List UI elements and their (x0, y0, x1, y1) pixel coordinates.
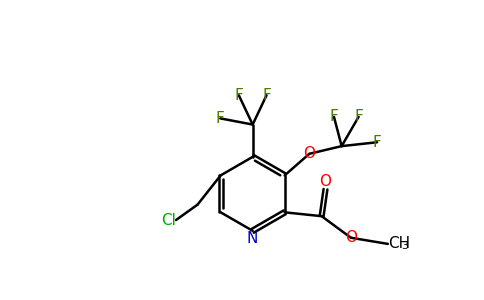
Text: F: F (262, 88, 271, 103)
Text: F: F (330, 109, 338, 124)
Text: F: F (354, 109, 363, 124)
Text: Cl: Cl (161, 212, 176, 227)
Text: O: O (319, 174, 332, 189)
Text: F: F (216, 111, 225, 126)
Text: F: F (373, 135, 381, 150)
Text: CH: CH (388, 236, 410, 251)
Text: 3: 3 (401, 241, 408, 251)
Text: O: O (303, 146, 315, 161)
Text: F: F (234, 88, 243, 103)
Text: N: N (247, 231, 258, 246)
Text: O: O (345, 230, 357, 245)
